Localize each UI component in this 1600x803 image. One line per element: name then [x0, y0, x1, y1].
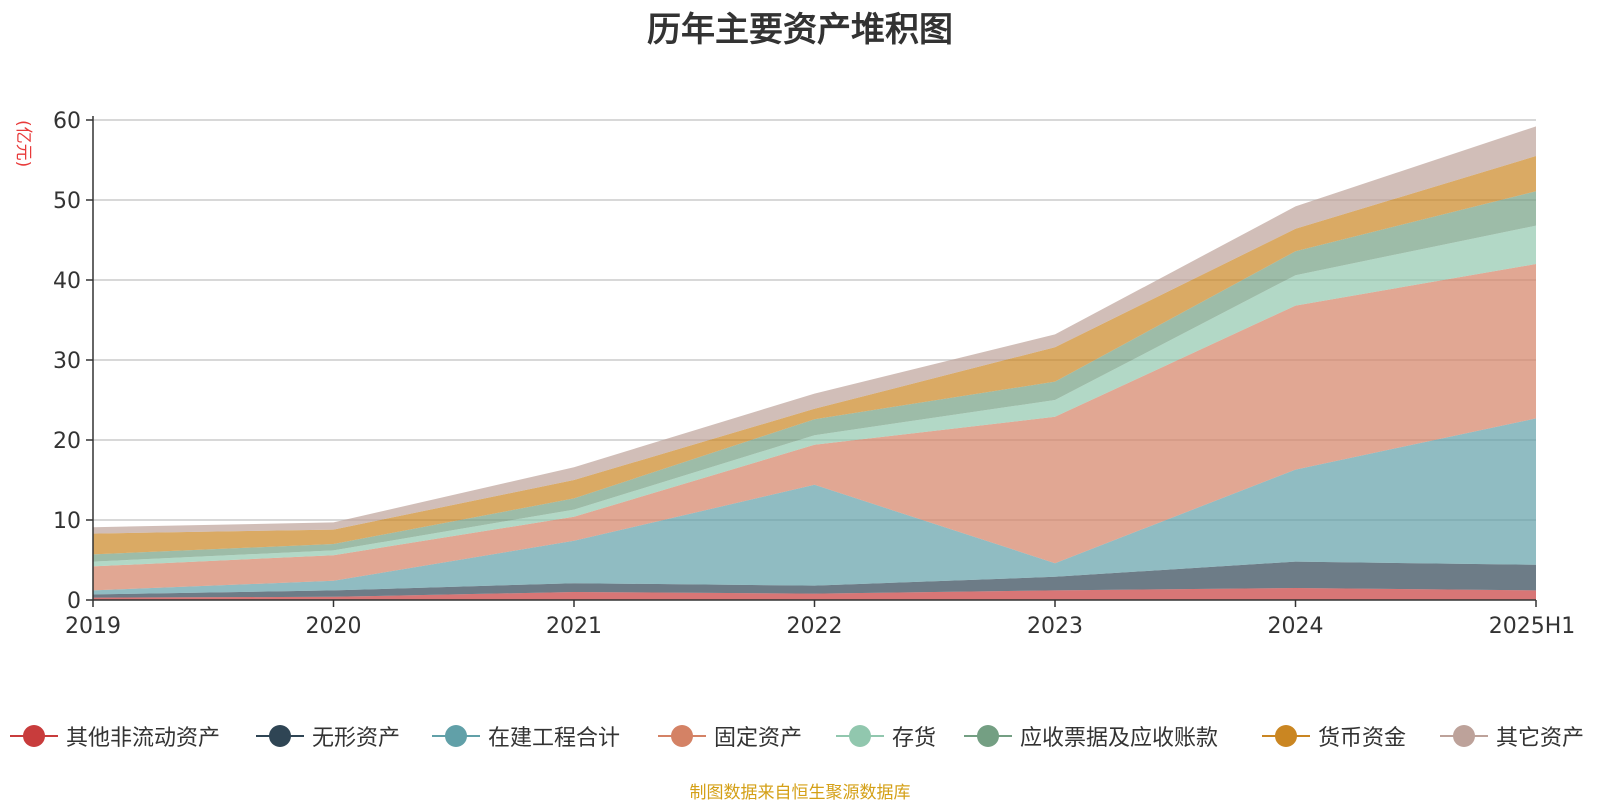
legend-marker-dot [849, 725, 871, 747]
x-tick-label: 2024 [1268, 614, 1324, 639]
y-tick-label: 30 [53, 349, 81, 374]
legend-marker-icon [1262, 724, 1310, 748]
x-tick-label: 2025H1 [1489, 614, 1576, 639]
legend-item[interactable]: 固定资产 [658, 718, 802, 754]
legend-marker-dot [269, 725, 291, 747]
legend-marker-icon [10, 724, 58, 748]
legend-marker-icon [1440, 724, 1488, 748]
x-tick-label: 2020 [306, 614, 362, 639]
area-series-2 [93, 418, 1536, 595]
legend-item[interactable]: 存货 [836, 718, 936, 754]
x-tick-label: 2023 [1027, 614, 1083, 639]
y-tick-label: 10 [53, 509, 81, 534]
area-series-1 [93, 561, 1536, 598]
legend-label: 其它资产 [1496, 726, 1585, 751]
legend-item[interactable]: 无形资产 [256, 718, 400, 754]
legend-label: 固定资产 [714, 726, 803, 751]
y-tick-label: 0 [67, 589, 81, 614]
legend-label: 其他非流动资产 [66, 726, 221, 751]
legend-marker-dot [977, 725, 999, 747]
y-tick-label: 60 [53, 109, 81, 134]
legend: 其他非流动资产 无形资产 在建工程合计 固定资产 存货 应收票据及应收账款 货币资金 其它资产 [0, 718, 1600, 754]
y-tick-label: 40 [53, 269, 81, 294]
x-tick-label: 2019 [65, 614, 121, 639]
legend-marker-icon [964, 724, 1012, 748]
area-series-0 [93, 588, 1536, 600]
area-series-4 [93, 225, 1536, 567]
legend-label: 货币资金 [1318, 726, 1407, 751]
source-note: 制图数据来自恒生聚源数据库 [689, 783, 911, 803]
legend-label: 存货 [892, 726, 937, 751]
legend-marker-icon [256, 724, 304, 748]
legend-marker-dot [23, 725, 45, 747]
legend-marker-icon [658, 724, 706, 748]
x-tick-label: 2022 [787, 614, 843, 639]
legend-label: 在建工程合计 [488, 726, 621, 751]
legend-item[interactable]: 在建工程合计 [432, 718, 620, 754]
legend-item[interactable]: 其它资产 [1440, 718, 1584, 754]
legend-item[interactable]: 货币资金 [1262, 718, 1406, 754]
area-series-5 [93, 191, 1536, 562]
x-tick-label: 2021 [546, 614, 602, 639]
legend-marker-dot [445, 725, 467, 747]
legend-label: 无形资产 [312, 726, 401, 751]
legend-marker-dot [671, 725, 693, 747]
legend-marker-icon [432, 724, 480, 748]
legend-marker-dot [1453, 725, 1475, 747]
chart-title: 历年主要资产堆积图 [647, 10, 953, 50]
legend-label: 应收票据及应收账款 [1020, 726, 1219, 751]
area-series-3 [93, 264, 1536, 591]
legend-item[interactable]: 其他非流动资产 [10, 718, 220, 754]
legend-marker-dot [1275, 725, 1297, 747]
legend-item[interactable]: 应收票据及应收账款 [964, 718, 1218, 754]
y-tick-label: 50 [53, 189, 81, 214]
y-tick-label: 20 [53, 429, 81, 454]
legend-marker-icon [836, 724, 884, 748]
